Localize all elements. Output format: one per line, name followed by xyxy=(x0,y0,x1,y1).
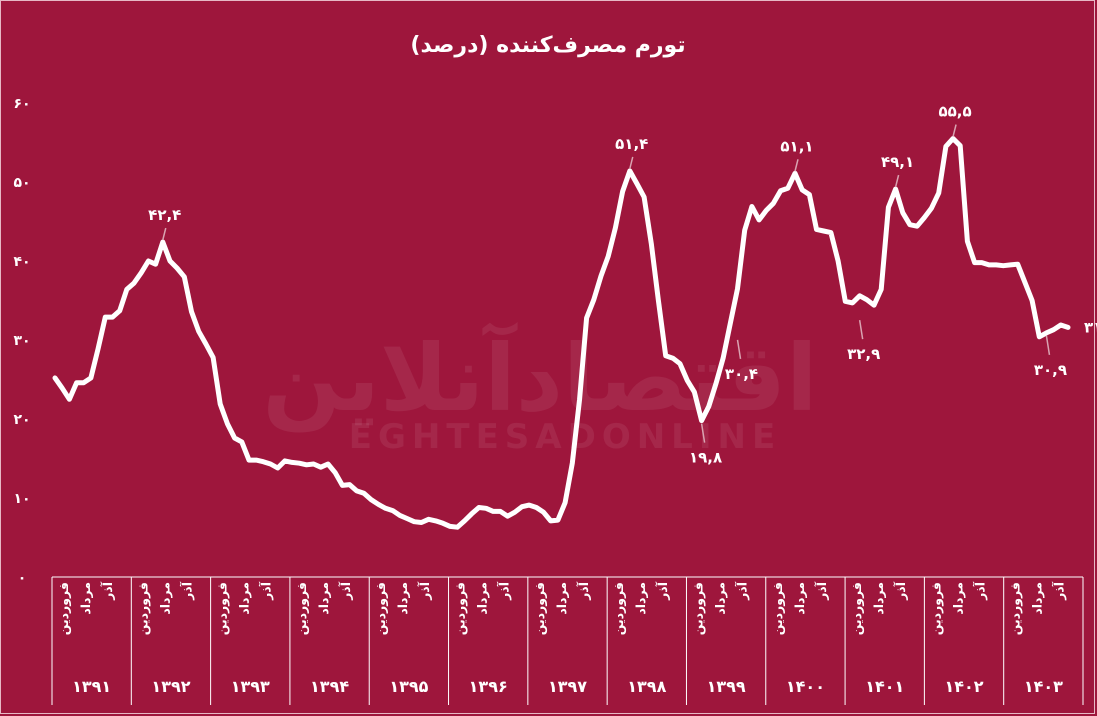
watermark: اقتصادآنلاین EGHTESADONLINE xyxy=(262,322,817,457)
x-month-label: آذر xyxy=(259,581,274,601)
x-month-label: فروردین xyxy=(1008,582,1023,635)
y-tick-label: ۵۰ xyxy=(13,175,30,191)
y-tick-label: ۶۰ xyxy=(13,96,30,112)
data-label: ۵۱,۴ xyxy=(615,135,648,153)
x-month-label: آذر xyxy=(497,581,512,601)
x-year-label: ۱۳۹۱ xyxy=(72,677,111,696)
data-label: ۵۵,۵ xyxy=(938,103,971,121)
x-month-label: فروردین xyxy=(611,582,626,635)
x-month-label: فروردین xyxy=(135,582,150,635)
x-year-label: ۱۳۹۵ xyxy=(389,677,428,696)
x-year-label: ۱۳۹۴ xyxy=(310,677,349,696)
data-label-pointer xyxy=(858,319,864,340)
data-label: ۳۰,۹ xyxy=(1034,361,1067,379)
x-year-label: ۱۳۹۹ xyxy=(707,677,746,696)
x-month-label: فروردین xyxy=(373,582,388,635)
x-month-label: مرداد xyxy=(554,582,569,615)
annotations: ۴۲,۴ ۵۱,۴ ۱۹,۸ ۳۰,۴ ۵۱,۱ ۳۲,۹ ۴۹,۱ ۵۵,۵ ۳۰,۹ ۳۱,۶ xyxy=(148,103,1097,467)
x-month-label: آذر xyxy=(1052,581,1067,601)
x-month-label: مرداد xyxy=(475,582,490,615)
x-month-label: مرداد xyxy=(633,582,648,615)
x-month-label: فروردین xyxy=(770,582,785,635)
x-month-label: آذر xyxy=(814,581,829,601)
y-axis: ۰ ۱۰ ۲۰ ۳۰ ۴۰ ۵۰ ۶۰ xyxy=(13,96,30,586)
x-month-label: مرداد xyxy=(316,582,331,615)
x-month-label: آذر xyxy=(417,581,432,601)
x-month-label: فروردین xyxy=(453,582,468,635)
x-month-label: آذر xyxy=(338,581,353,601)
data-label-pointer xyxy=(700,423,706,443)
chart-title: تورم مصرف‌کننده (درصد) xyxy=(410,33,685,58)
x-year-label: ۱۳۹۷ xyxy=(548,677,587,696)
x-month-label: مرداد xyxy=(237,582,252,615)
data-label-pointer xyxy=(162,227,167,241)
x-year-label: ۱۴۰۲ xyxy=(945,677,984,696)
x-year-label: ۱۴۰۰ xyxy=(786,677,825,696)
x-month-label: فروردین xyxy=(928,582,943,635)
data-label: ۴۲,۴ xyxy=(148,206,181,224)
x-month-label: فروردین xyxy=(532,582,547,635)
x-month-label: آذر xyxy=(179,581,194,601)
x-month-label: آذر xyxy=(655,581,670,601)
x-year-label: ۱۳۹۲ xyxy=(151,677,190,696)
inflation-line xyxy=(52,136,1071,530)
x-year-label: ۱۳۹۸ xyxy=(627,677,666,696)
data-label: ۳۰,۴ xyxy=(725,365,758,383)
x-month-label: مرداد xyxy=(871,582,886,615)
y-tick-label: ۰ xyxy=(18,570,27,586)
data-label-pointer xyxy=(952,124,957,137)
x-month-label: فروردین xyxy=(690,582,705,635)
x-month-label: مرداد xyxy=(157,582,172,615)
x-month-label: آذر xyxy=(893,581,908,601)
x-month-label: مرداد xyxy=(1030,582,1045,615)
data-label: ۱۹,۸ xyxy=(689,449,722,467)
x-year-label: ۱۴۰۳ xyxy=(1024,677,1063,696)
x-axis: فروردین مرداد آذر ۱۳۹۱ فروردین مرداد آذر ۱۳۹۲ فر… xyxy=(51,576,1084,705)
x-month-label: فروردین xyxy=(849,582,864,635)
data-label: ۵۱,۱ xyxy=(780,137,813,155)
x-month-label: مرداد xyxy=(78,582,93,615)
x-month-label: مرداد xyxy=(950,582,965,615)
y-tick-label: ۲۰ xyxy=(13,412,30,428)
y-tick-label: ۳۰ xyxy=(13,333,30,349)
data-label-pointer xyxy=(794,159,799,172)
data-label: ۴۹,۱ xyxy=(881,153,914,171)
y-tick-label: ۴۰ xyxy=(13,254,30,270)
x-month-label: فروردین xyxy=(215,582,230,635)
x-month-label: آذر xyxy=(100,581,115,601)
data-label: ۳۱,۶ xyxy=(1084,318,1097,336)
y-tick-label: ۱۰ xyxy=(13,491,30,507)
x-month-label: مرداد xyxy=(792,582,807,615)
x-month-label: مرداد xyxy=(712,582,727,615)
x-month-label: فروردین xyxy=(294,582,309,635)
data-label-pointer xyxy=(629,156,634,170)
data-label-pointer xyxy=(894,174,900,188)
x-year-label: ۱۳۹۳ xyxy=(231,677,270,696)
x-month-label: آذر xyxy=(576,581,591,601)
x-year-label: ۱۳۹۶ xyxy=(469,677,508,696)
data-label: ۳۲,۹ xyxy=(847,345,880,363)
x-year-label: ۱۴۰۱ xyxy=(865,677,904,696)
x-month-label: آذر xyxy=(734,581,749,601)
x-month-label: آذر xyxy=(972,581,987,601)
x-month-label: مرداد xyxy=(395,582,410,615)
data-label-pointer xyxy=(1045,335,1051,356)
series-group xyxy=(52,136,1071,530)
data-label-pointer xyxy=(736,339,742,359)
x-month-label: فروردین xyxy=(56,582,71,635)
